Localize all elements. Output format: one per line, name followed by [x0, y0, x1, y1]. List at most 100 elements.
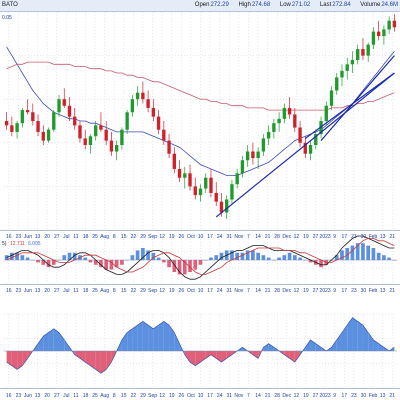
candle[interactable]	[308, 140, 313, 161]
osc-x-tick: 11	[73, 393, 78, 399]
oscillator-area-segment	[17, 351, 23, 370]
candle-body	[99, 125, 103, 130]
candle[interactable]	[4, 112, 9, 130]
price-x-tick: 14	[255, 234, 261, 240]
candle[interactable]	[256, 147, 260, 169]
candle[interactable]	[99, 112, 103, 132]
candle[interactable]	[67, 97, 72, 121]
candle-body	[371, 31, 376, 45]
candle[interactable]	[214, 182, 218, 207]
price-panel[interactable]: 0.05	[2, 14, 397, 220]
candle[interactable]	[88, 134, 93, 154]
candle[interactable]	[287, 97, 292, 119]
macd-x-tick: 13	[35, 288, 41, 294]
candle-body	[151, 107, 156, 117]
candle-body	[387, 20, 391, 30]
candle[interactable]	[141, 81, 145, 104]
candle[interactable]	[10, 116, 14, 137]
candle[interactable]	[361, 38, 365, 60]
candle-body	[162, 129, 166, 141]
candle[interactable]	[31, 103, 35, 126]
macd-x-tick: 13	[380, 288, 386, 294]
candle[interactable]	[350, 51, 355, 74]
candle[interactable]	[277, 112, 281, 132]
candle[interactable]	[251, 142, 255, 165]
candle[interactable]	[366, 42, 370, 63]
candle[interactable]	[162, 121, 166, 145]
candle[interactable]	[125, 110, 129, 135]
osc-x-tick: 7	[247, 393, 250, 399]
candle[interactable]	[62, 88, 66, 108]
candle[interactable]	[146, 90, 150, 113]
candle-body	[20, 110, 25, 124]
trendline[interactable]	[320, 55, 395, 142]
candle[interactable]	[335, 73, 339, 95]
oscillator-area-segment	[205, 351, 211, 359]
candle[interactable]	[356, 44, 360, 65]
candle[interactable]	[156, 110, 161, 135]
candle[interactable]	[94, 121, 98, 141]
candle[interactable]	[209, 168, 213, 198]
candle[interactable]	[36, 114, 40, 137]
candle[interactable]	[20, 107, 25, 128]
price-x-tick: 11	[73, 234, 78, 240]
candle[interactable]	[198, 184, 203, 202]
candle[interactable]	[245, 144, 250, 167]
candle[interactable]	[57, 94, 61, 117]
candle[interactable]	[52, 110, 56, 132]
candle[interactable]	[240, 155, 245, 178]
candle-body	[345, 64, 349, 71]
candle-body	[392, 20, 397, 28]
candle[interactable]	[151, 99, 156, 121]
candle[interactable]	[130, 94, 135, 117]
candle[interactable]	[376, 20, 381, 41]
candle[interactable]	[25, 99, 30, 115]
candle[interactable]	[303, 136, 307, 159]
candle[interactable]	[41, 125, 45, 145]
macd-histogram-bar	[209, 257, 213, 260]
trendline[interactable]	[304, 72, 395, 139]
candle[interactable]	[282, 103, 287, 124]
candle[interactable]	[298, 121, 302, 148]
candle[interactable]	[235, 168, 239, 189]
candle[interactable]	[230, 179, 234, 204]
candle[interactable]	[188, 164, 192, 191]
candle[interactable]	[387, 16, 391, 34]
candle[interactable]	[183, 166, 187, 189]
macd-x-tick: 21	[265, 288, 271, 294]
macd-panel[interactable]: 5) 12.711 6.005	[2, 235, 397, 280]
candle[interactable]	[371, 27, 376, 50]
candle[interactable]	[329, 86, 334, 111]
candle[interactable]	[193, 177, 197, 200]
candle[interactable]	[15, 121, 19, 139]
candle[interactable]	[73, 107, 77, 130]
candle[interactable]	[204, 173, 208, 193]
candle[interactable]	[293, 107, 297, 132]
candle[interactable]	[392, 14, 397, 32]
candle[interactable]	[345, 57, 349, 80]
osc-x-tick: 2023	[320, 393, 331, 399]
candle[interactable]	[46, 127, 51, 143]
candle[interactable]	[266, 125, 271, 145]
candle[interactable]	[177, 160, 182, 183]
candle[interactable]	[104, 121, 108, 145]
candle[interactable]	[167, 134, 171, 159]
candle[interactable]	[114, 140, 119, 161]
candle[interactable]	[272, 118, 276, 139]
candle[interactable]	[83, 129, 87, 150]
candle[interactable]	[324, 101, 328, 126]
candle[interactable]	[314, 129, 318, 150]
trendline[interactable]	[215, 72, 395, 218]
candle[interactable]	[225, 195, 229, 220]
candle[interactable]	[382, 25, 386, 45]
candle[interactable]	[78, 121, 82, 143]
candle[interactable]	[172, 147, 176, 174]
candle[interactable]	[120, 127, 124, 150]
candle[interactable]	[261, 134, 266, 156]
candle[interactable]	[109, 131, 114, 156]
candle[interactable]	[135, 86, 140, 106]
candle[interactable]	[340, 64, 344, 87]
oscillator-panel[interactable]	[4, 317, 397, 374]
